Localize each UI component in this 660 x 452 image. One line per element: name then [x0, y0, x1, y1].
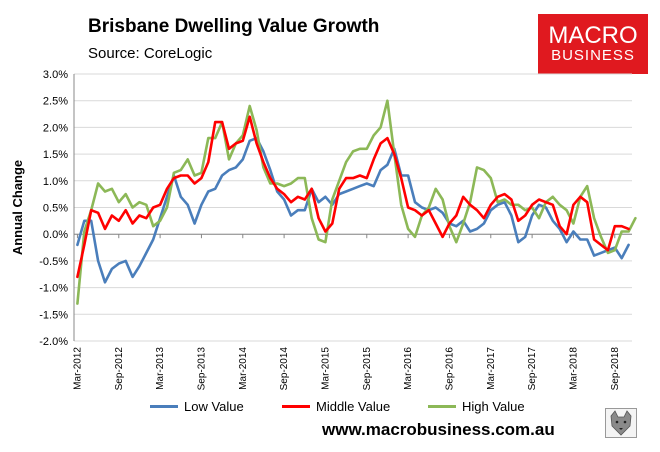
x-tick-label: Sep-2014 [279, 347, 290, 391]
x-tick-label: Mar-2017 [486, 347, 497, 390]
series-line-middle [76, 115, 630, 279]
y-tick-label: 1.0% [43, 176, 68, 188]
x-tick-label: Mar-2015 [320, 347, 331, 390]
x-tick-label: Sep-2012 [114, 347, 125, 391]
y-tick-label: -0.5% [39, 256, 68, 268]
x-tick-label: Mar-2016 [403, 347, 414, 390]
y-tick-label: -1.0% [39, 283, 68, 295]
y-axis-title: Annual Change [10, 160, 25, 255]
wolf-logo-icon [605, 408, 637, 438]
y-tick-label: 2.0% [43, 122, 68, 134]
y-tick-label: 3.0% [43, 69, 68, 81]
y-tick-label: 2.5% [43, 96, 68, 108]
y-tick-label: 0.0% [43, 229, 68, 241]
website-url[interactable]: www.macrobusiness.com.au [322, 420, 555, 439]
legend-item-high: High Value [428, 399, 525, 414]
x-tick-label: Sep-2015 [362, 347, 373, 391]
y-tick-label: 0.5% [43, 203, 68, 215]
x-tick-label: Mar-2018 [568, 347, 579, 390]
macrobusiness-logo[interactable]: MACRO BUSINESS [538, 14, 648, 74]
x-tick-label: Sep-2017 [527, 347, 538, 391]
x-tick-label: Sep-2013 [196, 347, 207, 391]
y-tick-label: 1.5% [43, 149, 68, 161]
x-tick-label: Mar-2013 [155, 347, 166, 390]
logo-line1: MACRO [548, 22, 638, 49]
chart-legend: Low Value Middle Value High Value [0, 399, 660, 419]
legend-swatch-high [428, 405, 456, 408]
x-tick-label: Mar-2014 [238, 347, 249, 390]
logo-line2: BUSINESS [551, 47, 635, 64]
chart-source: Source: CoreLogic [88, 45, 213, 62]
legend-label-middle: Middle Value [316, 399, 391, 414]
series-line-high [76, 99, 637, 305]
legend-label-high: High Value [462, 399, 525, 414]
legend-item-low: Low Value [150, 399, 244, 414]
chart-title: Brisbane Dwelling Value Growth [88, 16, 380, 37]
y-tick-label: -2.0% [39, 336, 68, 348]
y-tick-label: -1.5% [39, 309, 68, 321]
x-tick-label: Sep-2016 [444, 347, 455, 391]
x-tick-label: Mar-2012 [72, 347, 83, 390]
x-tick-label: Sep-2018 [610, 347, 621, 391]
legend-label-low: Low Value [184, 399, 244, 414]
legend-swatch-low [150, 405, 178, 408]
legend-item-middle: Middle Value [282, 399, 390, 414]
legend-swatch-middle [282, 405, 310, 408]
